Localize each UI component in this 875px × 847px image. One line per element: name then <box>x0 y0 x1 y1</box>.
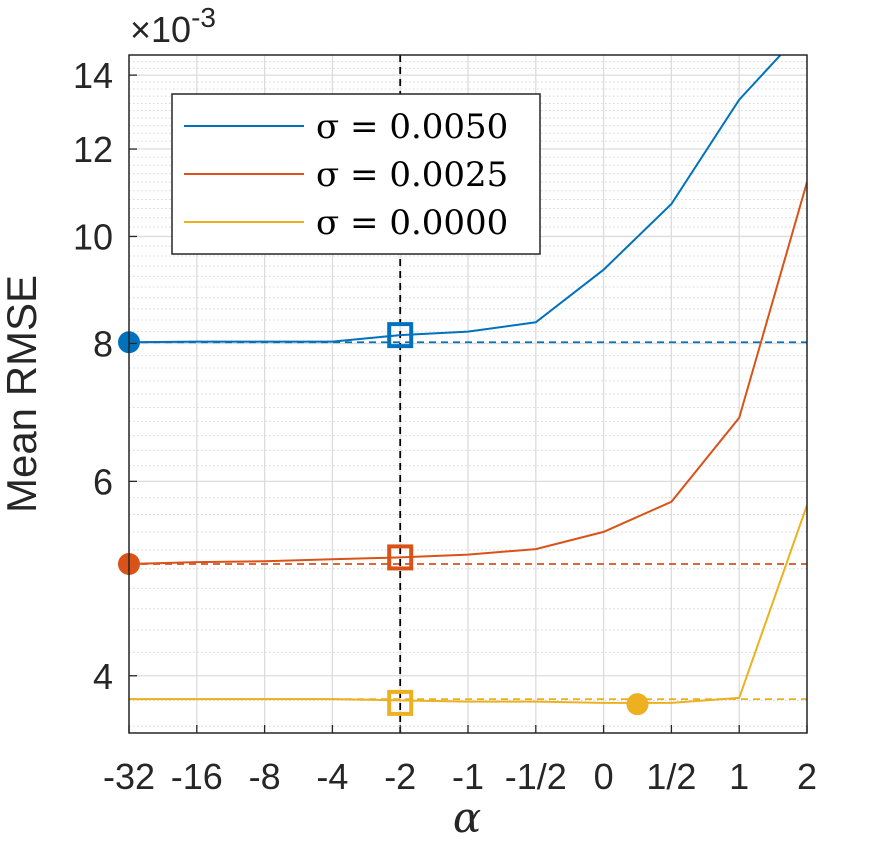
y-tick-label: 8 <box>93 323 113 364</box>
x-axis-label: α <box>453 793 481 842</box>
series-line <box>129 55 782 344</box>
x-tick-label: -1 <box>452 756 484 797</box>
y-tick-label: 4 <box>93 656 113 697</box>
x-tick-label: 1 <box>729 756 749 797</box>
x-tick-label: -32 <box>103 756 155 797</box>
x-tick-label: -1/2 <box>505 756 567 797</box>
y-exponent-label: ×10-3 <box>130 2 216 50</box>
selected-marker <box>387 544 414 571</box>
selected-marker <box>387 689 414 716</box>
y-tick-label: 6 <box>93 461 113 502</box>
legend-label: σ = 0.0000 <box>316 203 508 243</box>
x-tick-label: -16 <box>171 756 223 797</box>
x-tick-label: -8 <box>249 756 281 797</box>
y-tick-labels: 4 6 8 10 12 14 <box>73 55 137 697</box>
legend-label: σ = 0.0050 <box>316 107 508 147</box>
series-lines <box>129 55 807 704</box>
y-tick-label: 12 <box>73 129 113 170</box>
y-exponent-power: -3 <box>191 2 216 33</box>
legend-label: σ = 0.0025 <box>316 155 508 195</box>
y-axis-label: Mean RMSE <box>0 275 45 513</box>
x-tick-label: 2 <box>797 756 817 797</box>
x-tick-label: 1/2 <box>646 756 696 797</box>
x-tick-labels: -32 -16 -8 -4 -2 -1 -1/2 0 1/2 1 2 <box>103 725 817 797</box>
y-tick-label: 14 <box>73 55 113 96</box>
legend: σ = 0.0050 σ = 0.0025 σ = 0.0000 <box>171 93 541 255</box>
min-marker <box>626 693 649 716</box>
series-line <box>129 504 807 704</box>
selected-marker <box>387 322 414 349</box>
x-tick-label: -4 <box>316 756 348 797</box>
x-tick-label: -2 <box>384 756 416 797</box>
x-tick-label: 0 <box>594 756 614 797</box>
y-tick-label: 10 <box>73 216 113 257</box>
y-exponent-base: ×10 <box>130 9 191 50</box>
series-line <box>129 181 807 565</box>
